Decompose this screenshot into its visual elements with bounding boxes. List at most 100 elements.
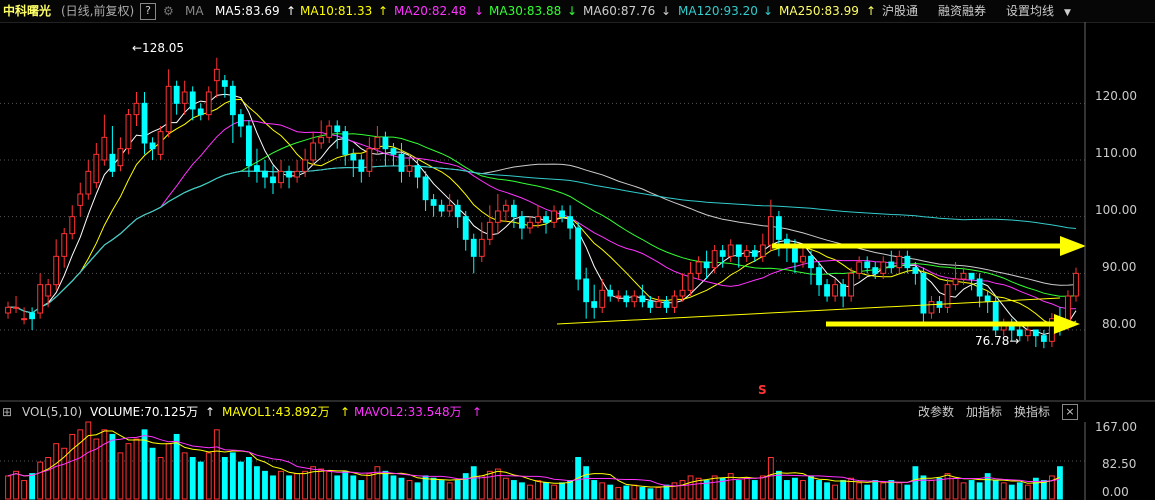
candlestick[interactable]: [960, 267, 967, 285]
candlestick[interactable]: [302, 148, 309, 177]
candlestick[interactable]: [864, 256, 871, 274]
candlestick[interactable]: [510, 199, 517, 228]
candlestick[interactable]: [687, 262, 694, 296]
candlestick[interactable]: [968, 272, 975, 291]
candlestick[interactable]: [326, 120, 333, 143]
candlestick[interactable]: [1016, 324, 1023, 342]
candlestick[interactable]: [543, 211, 549, 234]
candlestick[interactable]: [824, 279, 830, 302]
candlestick[interactable]: [551, 205, 557, 228]
candlestick[interactable]: [173, 80, 180, 115]
candlestick[interactable]: [912, 262, 919, 285]
candlestick[interactable]: [631, 290, 638, 308]
candlestick[interactable]: [422, 171, 429, 211]
candlestick[interactable]: [5, 301, 11, 319]
candlestick[interactable]: [1024, 324, 1031, 342]
candlestick[interactable]: [29, 307, 36, 330]
candlestick[interactable]: [527, 216, 533, 234]
candlestick[interactable]: [759, 233, 766, 262]
candlestick[interactable]: [695, 256, 702, 279]
candlestick[interactable]: [13, 296, 19, 313]
candlestick[interactable]: [663, 296, 670, 313]
candlestick[interactable]: [165, 69, 172, 138]
candlestick[interactable]: [21, 307, 27, 325]
candlestick[interactable]: [462, 211, 469, 251]
candlestick[interactable]: [374, 126, 381, 155]
candlestick[interactable]: [254, 148, 260, 183]
candlestick[interactable]: [318, 120, 325, 149]
candlestick[interactable]: [390, 143, 397, 166]
candlestick[interactable]: [270, 165, 276, 194]
candlestick[interactable]: [382, 131, 389, 166]
candlestick[interactable]: [398, 143, 405, 183]
candlestick[interactable]: [149, 137, 156, 160]
candlestick[interactable]: [85, 160, 92, 200]
set-ma-button[interactable]: 设置均线: [1006, 4, 1055, 18]
candlestick[interactable]: [342, 126, 349, 166]
candlestick[interactable]: [157, 126, 164, 160]
candlestick[interactable]: [952, 262, 959, 291]
candlestick[interactable]: [278, 160, 284, 189]
change-params-button[interactable]: 改参数: [918, 405, 955, 419]
candlestick[interactable]: [197, 103, 204, 121]
candlestick[interactable]: [888, 250, 895, 274]
candlestick[interactable]: [478, 222, 485, 262]
candlestick[interactable]: [848, 267, 855, 302]
candlestick[interactable]: [832, 279, 838, 302]
caret-down-icon[interactable]: ▼: [1064, 8, 1071, 18]
candlestick[interactable]: [69, 205, 76, 240]
candlestick[interactable]: [559, 205, 565, 223]
candlestick[interactable]: [133, 92, 140, 126]
gear-icon[interactable]: ⚙: [163, 4, 174, 18]
candlestick[interactable]: [800, 245, 806, 268]
candlestick[interactable]: [93, 143, 100, 189]
candlestick[interactable]: [454, 199, 461, 228]
candlestick[interactable]: [599, 279, 606, 313]
candlestick[interactable]: [125, 109, 132, 155]
candlestick[interactable]: [61, 228, 68, 268]
candlestick[interactable]: [1073, 267, 1079, 302]
candlestick[interactable]: [117, 137, 124, 172]
candlestick[interactable]: [920, 267, 927, 325]
candlestick[interactable]: [703, 250, 710, 279]
candlestick[interactable]: [486, 205, 493, 245]
candlestick[interactable]: [944, 279, 951, 313]
candlestick[interactable]: [816, 262, 822, 296]
candlestick[interactable]: [1032, 329, 1039, 347]
candlestick[interactable]: [623, 290, 630, 308]
candlestick[interactable]: [615, 290, 622, 302]
candlestick[interactable]: [414, 160, 421, 189]
candlesticks[interactable]: [5, 57, 1079, 349]
candlestick[interactable]: [358, 154, 365, 183]
candlestick[interactable]: [928, 296, 935, 319]
candlestick[interactable]: [141, 92, 148, 155]
candlestick[interactable]: [438, 199, 445, 217]
candlestick[interactable]: [310, 131, 317, 166]
hk-connect-button[interactable]: 沪股通: [882, 4, 919, 18]
candlestick[interactable]: [575, 222, 582, 291]
candlestick[interactable]: [880, 256, 887, 279]
candlestick[interactable]: [671, 290, 678, 313]
candlestick[interactable]: [350, 148, 357, 177]
candlestick[interactable]: [502, 199, 509, 223]
candlestick[interactable]: [519, 211, 525, 240]
candlestick[interactable]: [189, 86, 196, 121]
candlestick[interactable]: [237, 109, 244, 138]
candlestick[interactable]: [53, 239, 60, 291]
candlestick[interactable]: [286, 165, 292, 189]
stock-name[interactable]: 中科曙光: [3, 4, 52, 18]
candlestick[interactable]: [77, 182, 84, 217]
candlestick[interactable]: [109, 126, 116, 177]
candlestick[interactable]: [567, 205, 574, 240]
candlestick[interactable]: [992, 296, 999, 336]
add-indicator-button[interactable]: 加指标: [966, 405, 1003, 419]
candlestick[interactable]: [494, 194, 501, 234]
candlestick[interactable]: [406, 154, 413, 177]
candlestick[interactable]: [366, 137, 373, 177]
close-icon[interactable]: ×: [1062, 404, 1078, 420]
candlestick[interactable]: [767, 199, 774, 251]
candlestick[interactable]: [711, 245, 718, 274]
margin-trading-button[interactable]: 融资融券: [938, 4, 987, 18]
candlestick[interactable]: [181, 80, 188, 115]
